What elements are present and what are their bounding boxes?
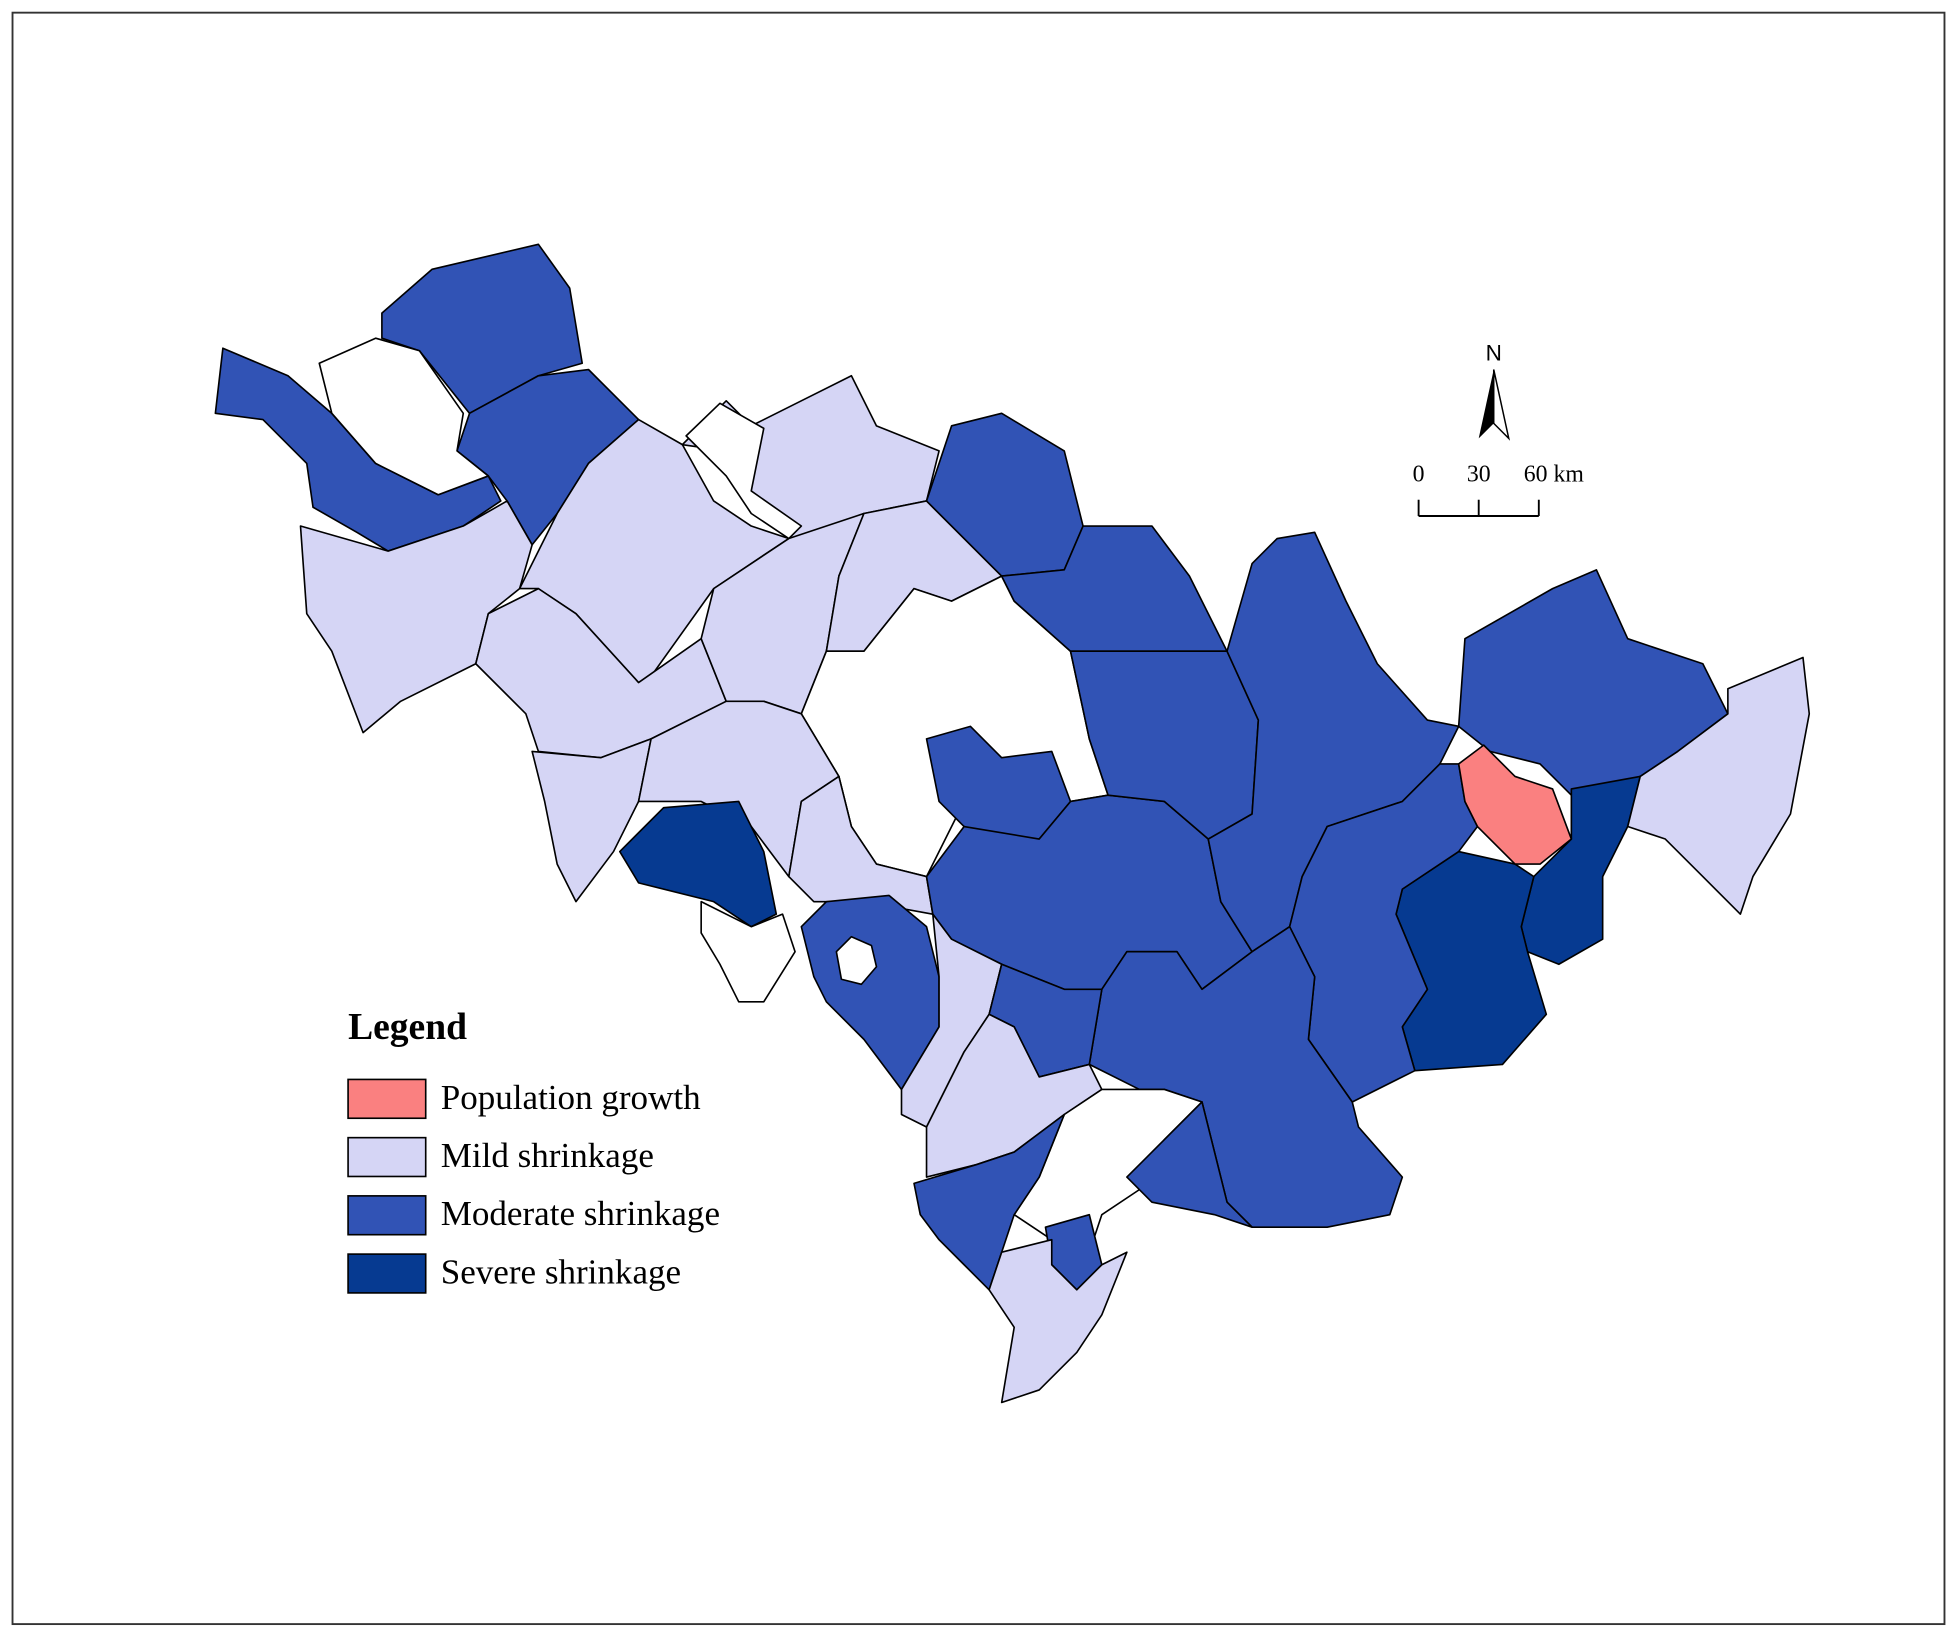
region xyxy=(1126,1101,1253,1228)
legend: Population growth Mild shrinkage Moderate … xyxy=(347,1078,720,1294)
region xyxy=(685,402,803,540)
legend-swatch xyxy=(347,1253,427,1294)
region xyxy=(913,1113,1066,1291)
region xyxy=(988,1238,1128,1404)
legend-swatch xyxy=(347,1136,427,1178)
legend-label: Population growth xyxy=(441,1078,701,1117)
north-label: N xyxy=(1486,340,1502,365)
north-arrow-right xyxy=(1492,369,1511,441)
regions xyxy=(214,243,1811,1404)
legend-title: Legend xyxy=(348,1007,467,1048)
legend-swatch xyxy=(347,1078,427,1120)
region xyxy=(381,243,584,415)
region xyxy=(1457,744,1573,865)
legend-label: Severe shrinkage xyxy=(441,1252,681,1291)
legend-swatch xyxy=(347,1195,427,1236)
scale-label: 0 xyxy=(1413,461,1425,487)
legend-label: Moderate shrinkage xyxy=(441,1194,720,1233)
region xyxy=(618,800,778,928)
north-arrow-left xyxy=(1478,369,1494,439)
region xyxy=(318,337,490,496)
region xyxy=(1395,850,1548,1072)
region xyxy=(1626,656,1811,915)
scale-label: 60 km xyxy=(1524,461,1585,487)
region xyxy=(835,935,878,986)
region xyxy=(700,900,796,1003)
region xyxy=(1000,525,1228,653)
scale-bar: 0 30 60 km xyxy=(1413,461,1585,517)
scale-label: 30 xyxy=(1467,461,1491,487)
legend-label: Mild shrinkage xyxy=(441,1136,654,1175)
region xyxy=(531,738,652,903)
